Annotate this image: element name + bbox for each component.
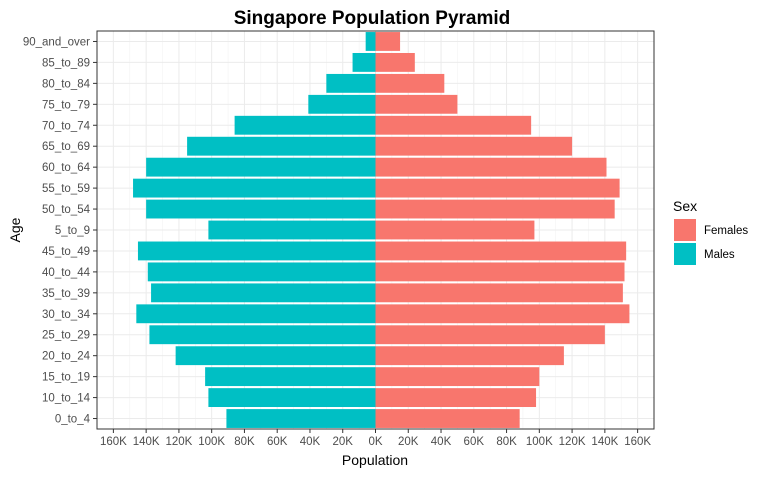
bar-males-60_to_64 xyxy=(146,158,375,177)
y-tick-label: 85_to_89 xyxy=(42,57,90,69)
x-tick-label: 80K xyxy=(234,436,255,448)
bar-females-5_to_9 xyxy=(376,221,535,240)
x-tick-label: 40K xyxy=(431,436,452,448)
bar-females-55_to_59 xyxy=(376,179,620,198)
x-tick-label: 160K xyxy=(624,436,651,448)
bar-females-75_to_79 xyxy=(376,95,458,114)
y-tick-label: 20_to_24 xyxy=(42,351,91,363)
bar-females-60_to_64 xyxy=(376,158,607,177)
bar-males-30_to_34 xyxy=(136,304,375,323)
bar-females-90_and_over xyxy=(376,32,401,51)
bar-males-50_to_54 xyxy=(146,200,375,219)
bar-males-65_to_69 xyxy=(187,137,375,156)
y-tick-label: 30_to_34 xyxy=(42,309,91,321)
bar-females-0_to_4 xyxy=(376,409,520,428)
bar-males-40_to_44 xyxy=(148,262,376,281)
y-axis-title: Age xyxy=(7,217,23,242)
x-tick-label: 160K xyxy=(100,436,127,448)
y-tick-label: 40_to_44 xyxy=(42,267,91,279)
y-tick-label: 35_to_39 xyxy=(42,288,90,300)
x-tick-label: 0K xyxy=(368,436,382,448)
bar-males-25_to_29 xyxy=(149,325,375,344)
y-tick-label: 75_to_79 xyxy=(42,99,90,111)
x-tick-label: 140K xyxy=(133,436,160,448)
y-tick-label: 50_to_54 xyxy=(42,204,91,216)
x-tick-label: 100K xyxy=(198,436,225,448)
y-axis: 0_to_4 10_to_14 15_to_19 20_to_24 25_to_29 30… xyxy=(23,36,97,425)
bar-females-70_to_74 xyxy=(376,116,532,135)
y-tick-label: 55_to_59 xyxy=(42,183,90,195)
x-tick-label: 60K xyxy=(464,436,485,448)
y-tick-label: 45_to_49 xyxy=(42,246,90,258)
y-tick-label: 15_to_19 xyxy=(42,372,90,384)
bar-males-80_to_84 xyxy=(326,74,375,93)
x-tick-label: 120K xyxy=(559,436,586,448)
bar-females-85_to_89 xyxy=(376,53,415,72)
y-tick-label: 0_to_4 xyxy=(55,414,91,426)
x-axis-title: Population xyxy=(342,452,408,468)
bar-males-5_to_9 xyxy=(208,221,375,240)
bar-males-70_to_74 xyxy=(235,116,376,135)
x-tick-label: 140K xyxy=(591,436,618,448)
bar-females-45_to_49 xyxy=(376,242,627,261)
legend: Sex Females Males xyxy=(673,198,748,265)
x-tick-label: 100K xyxy=(526,436,553,448)
y-tick-label: 80_to_84 xyxy=(42,78,91,90)
y-tick-label: 90_and_over xyxy=(23,36,90,48)
bar-males-20_to_24 xyxy=(176,346,376,365)
bar-females-30_to_34 xyxy=(376,304,630,323)
legend-key-females xyxy=(674,219,696,241)
y-tick-label: 25_to_29 xyxy=(42,330,90,342)
bar-females-50_to_54 xyxy=(376,200,615,219)
x-tick-label: 20K xyxy=(398,436,419,448)
bar-females-40_to_44 xyxy=(376,262,625,281)
bar-males-85_to_89 xyxy=(353,53,376,72)
y-tick-label: 65_to_69 xyxy=(42,141,90,153)
x-tick-label: 20K xyxy=(333,436,354,448)
bar-males-35_to_39 xyxy=(151,283,375,302)
bar-females-35_to_39 xyxy=(376,283,623,302)
bar-males-10_to_14 xyxy=(208,388,375,407)
x-tick-label: 120K xyxy=(165,436,192,448)
y-tick-label: 70_to_74 xyxy=(42,120,91,132)
y-tick-label: 60_to_64 xyxy=(42,162,91,174)
x-tick-label: 60K xyxy=(267,436,288,448)
legend-label-females: Females xyxy=(704,225,748,237)
bar-males-0_to_4 xyxy=(226,409,375,428)
x-tick-label: 80K xyxy=(496,436,517,448)
bar-males-55_to_59 xyxy=(133,179,375,198)
legend-title: Sex xyxy=(673,198,697,214)
bar-females-10_to_14 xyxy=(376,388,537,407)
bar-males-15_to_19 xyxy=(205,367,375,386)
bar-males-90_and_over xyxy=(366,32,376,51)
y-tick-label: 5_to_9 xyxy=(55,225,90,237)
bar-males-75_to_79 xyxy=(308,95,375,114)
bar-females-65_to_69 xyxy=(376,137,573,156)
legend-key-males xyxy=(674,243,696,265)
x-axis: 160K 140K 120K 100K 80K 60K 40K 20K 0K 20K 40K 60K 8… xyxy=(100,429,651,448)
bar-females-15_to_19 xyxy=(376,367,540,386)
bar-females-80_to_84 xyxy=(376,74,445,93)
legend-label-males: Males xyxy=(704,249,735,261)
bar-males-45_to_49 xyxy=(138,242,376,261)
y-tick-label: 10_to_14 xyxy=(42,393,91,405)
x-tick-label: 40K xyxy=(300,436,321,448)
chart-title: Singapore Population Pyramid xyxy=(234,8,511,29)
bar-females-25_to_29 xyxy=(376,325,605,344)
bar-females-20_to_24 xyxy=(376,346,564,365)
